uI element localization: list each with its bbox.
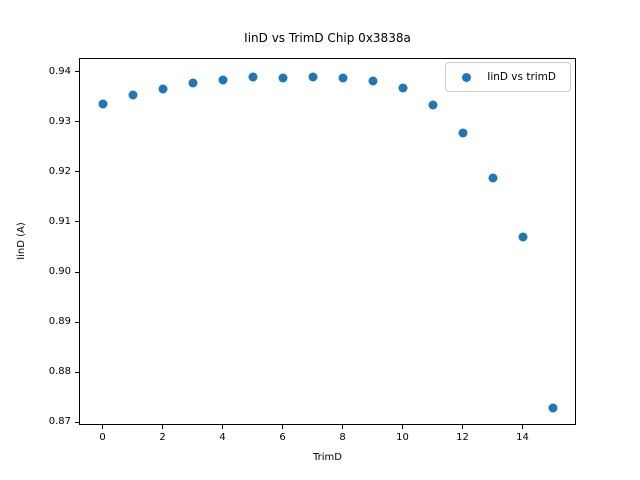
y-axis-tick-label: 0.89 bbox=[48, 316, 71, 328]
x-axis-tick-label: 4 bbox=[219, 432, 226, 443]
data-point bbox=[278, 73, 287, 83]
data-point bbox=[188, 78, 197, 88]
y-axis-tick-label: 0.91 bbox=[48, 215, 71, 227]
y-axis-tick bbox=[75, 71, 80, 73]
x-axis-tick bbox=[222, 424, 223, 429]
data-point bbox=[158, 84, 167, 94]
data-point bbox=[398, 83, 407, 93]
x-axis-tick bbox=[102, 424, 103, 429]
data-point bbox=[518, 232, 527, 242]
x-axis-tick bbox=[282, 424, 283, 429]
y-axis-tick bbox=[75, 371, 80, 373]
data-point bbox=[128, 90, 137, 100]
plot-area: IinD vs trimD 0 2 4 6 8 10 12 14 0.87 0.88 0.89 0.9… bbox=[49, 58, 576, 443]
y-axis-tick bbox=[75, 321, 80, 323]
data-point bbox=[368, 76, 377, 86]
x-axis-tick-label: 2 bbox=[159, 432, 166, 443]
data-point bbox=[548, 403, 557, 413]
y-axis-tick bbox=[75, 271, 80, 273]
y-axis-tick bbox=[75, 421, 80, 423]
chart-title: IinD vs TrimD Chip 0x3838a bbox=[244, 31, 411, 45]
y-axis-tick-label: 0.90 bbox=[48, 266, 71, 278]
x-axis-tick bbox=[462, 424, 463, 429]
x-axis-tick-label: 12 bbox=[456, 432, 469, 443]
y-axis-tick-label: 0.94 bbox=[48, 65, 71, 77]
y-axis-tick-label: 0.93 bbox=[48, 115, 71, 127]
y-axis-tick bbox=[75, 221, 80, 223]
data-point bbox=[308, 72, 317, 82]
y-axis-tick bbox=[75, 121, 80, 123]
data-point bbox=[98, 99, 107, 109]
x-axis-tick-label: 6 bbox=[279, 432, 286, 443]
data-point bbox=[338, 73, 347, 83]
legend: IinD vs trimD bbox=[445, 62, 571, 92]
x-axis-tick-label: 14 bbox=[516, 432, 529, 443]
legend-marker-icon bbox=[462, 72, 472, 82]
y-axis-tick-label: 0.92 bbox=[48, 165, 71, 177]
y-axis-label: IinD (A) bbox=[16, 222, 27, 260]
x-axis-tick-label: 0 bbox=[99, 432, 106, 443]
x-axis-tick bbox=[342, 424, 343, 429]
x-axis-tick-label: 10 bbox=[396, 432, 409, 443]
y-axis-tick-label: 0.87 bbox=[48, 416, 71, 428]
data-point bbox=[488, 173, 497, 183]
x-axis-tick bbox=[522, 424, 523, 429]
x-axis-label: TrimD bbox=[313, 452, 342, 463]
x-axis-tick bbox=[162, 424, 163, 429]
y-axis-tick-label: 0.88 bbox=[48, 366, 71, 378]
legend-label: IinD vs trimD bbox=[487, 71, 556, 83]
y-axis-tick bbox=[75, 171, 80, 173]
data-point bbox=[248, 72, 257, 82]
data-point bbox=[458, 128, 467, 138]
data-point bbox=[428, 100, 437, 110]
data-point bbox=[218, 75, 227, 85]
x-axis-tick bbox=[402, 424, 403, 429]
x-axis-tick-label: 8 bbox=[339, 432, 346, 443]
